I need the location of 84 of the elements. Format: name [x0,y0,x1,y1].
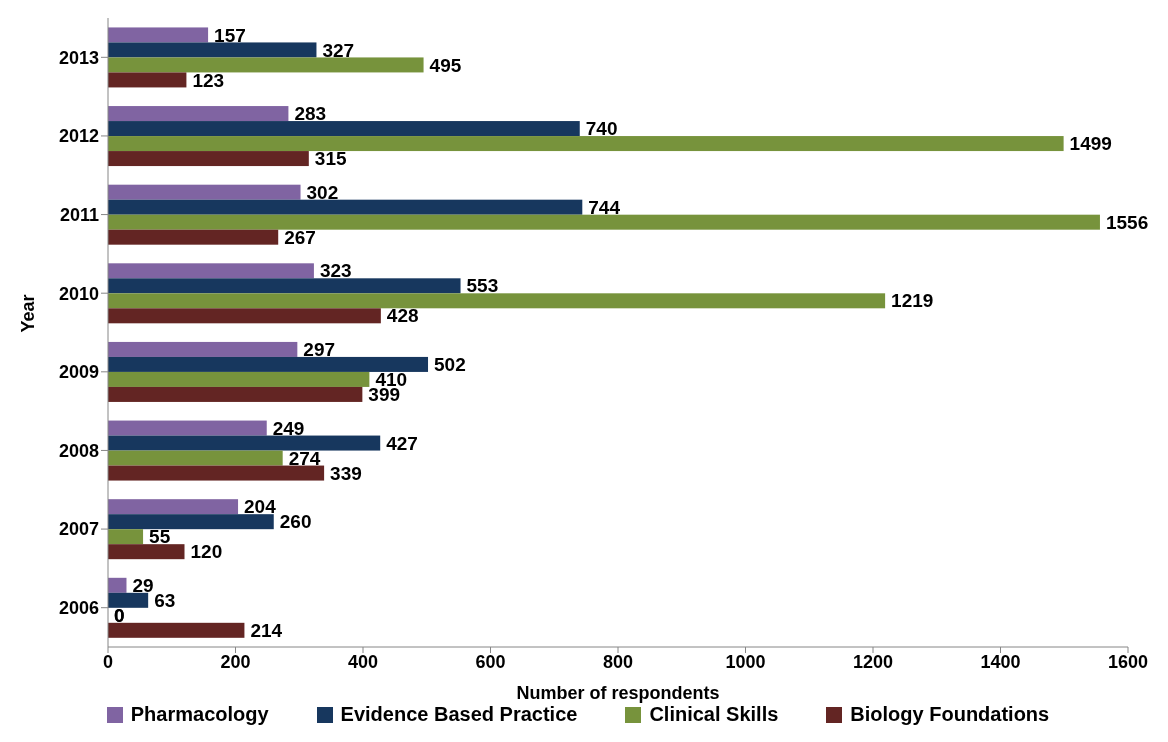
data-label: 260 [279,511,312,533]
data-label: 553 [466,275,499,297]
data-label: 274 [288,447,321,469]
bar [108,136,1064,152]
bar [108,386,363,402]
y-tick-label: 2007 [58,519,99,540]
x-axis-title: Number of respondents [516,683,720,703]
data-label: 267 [284,226,316,248]
data-label: 283 [294,103,327,125]
x-tick-label: 400 [347,651,379,672]
bar [108,57,424,73]
bar [108,450,283,466]
bar [108,278,461,294]
bar [108,293,886,309]
data-label: 123 [192,69,225,91]
legend-label: Evidence Based Practice [340,703,578,726]
data-label: 120 [190,541,223,563]
bar [108,42,317,58]
data-label: 502 [434,354,466,376]
y-tick-label: 2009 [58,362,99,383]
bar [108,341,298,357]
data-label: 327 [322,39,355,61]
bar [108,544,185,560]
bar [108,499,239,515]
data-label: 744 [588,196,621,218]
x-tick-label: 1000 [725,651,766,672]
data-label: 323 [319,260,352,282]
bar [108,514,274,530]
y-tick-label: 2013 [58,47,99,68]
data-label: 1219 [891,290,934,312]
data-label: 29 [132,574,154,596]
data-label: 55 [149,526,171,548]
bar [108,72,187,88]
data-label: 495 [429,54,462,76]
data-label: 339 [330,462,362,484]
y-tick-label: 2012 [58,126,99,147]
data-label: 302 [306,181,339,203]
data-label: 204 [244,496,277,518]
bar [108,435,381,451]
legend-label: Clinical Skills [649,703,779,726]
x-tick-label: 1200 [852,651,894,672]
bar [108,356,429,372]
data-label: 214 [250,619,283,641]
bar [108,529,144,545]
bar [108,199,583,215]
bar [108,106,289,122]
data-label: 249 [272,417,305,439]
y-axis-title: Year [18,294,39,333]
x-tick-label: 600 [475,651,506,672]
bar [108,465,325,481]
legend-label: Pharmacology [130,703,269,726]
data-label: 63 [154,589,176,611]
x-tick-label: 0 [102,651,114,672]
x-tick-label: 1400 [980,651,1021,672]
bar [108,592,149,608]
x-tick-label: 200 [220,651,251,672]
data-label: 740 [585,118,618,140]
y-tick-label: 2006 [58,598,99,619]
data-label: 0 [114,604,125,626]
data-label: 428 [386,305,419,327]
data-label: 297 [303,339,336,361]
x-tick-label: 800 [602,651,634,672]
bar [108,577,127,593]
legend-label: Biology Foundations [850,703,1050,726]
bar [108,184,301,200]
bar [108,214,1100,230]
bar [108,622,245,638]
x-tick-label: 1600 [1107,651,1149,672]
data-label: 315 [314,148,347,170]
bar [108,229,279,245]
data-label: 427 [386,432,418,454]
bar [108,371,370,387]
bar [108,420,267,436]
bar [108,308,381,324]
bar [108,151,309,167]
bar [108,263,314,279]
bar [108,27,209,43]
data-label: 1499 [1069,133,1112,155]
y-tick-label: 2010 [58,283,99,304]
bar [108,121,580,137]
y-tick-label: 2011 [59,204,99,225]
data-label: 157 [214,24,246,46]
data-label: 1556 [1105,211,1149,233]
y-tick-label: 2008 [58,440,99,461]
